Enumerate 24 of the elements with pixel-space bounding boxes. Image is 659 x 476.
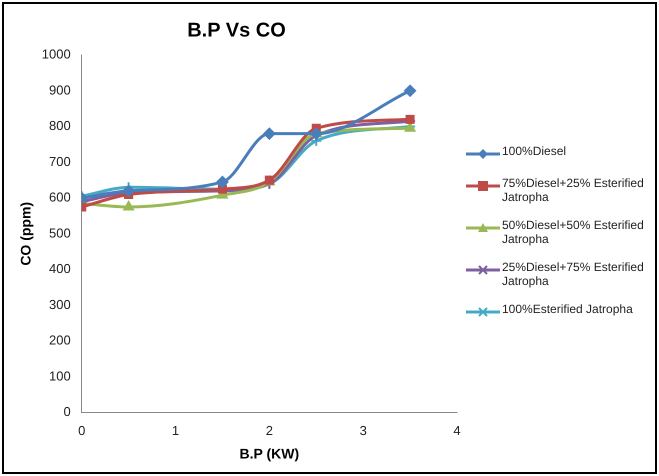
legend-label: 100%Diesel: [502, 144, 566, 158]
y-tick-label: 300: [49, 296, 71, 312]
y-tick-label: 400: [49, 261, 71, 276]
chart-title: B.P Vs CO: [187, 20, 286, 42]
legend-label: 50%Diesel+50% Esterified Jatropha: [502, 218, 645, 246]
y-tick-label: 800: [49, 118, 71, 134]
y-tick-label: 100: [49, 368, 71, 384]
y-tick-label: 200: [49, 332, 71, 348]
x-tick-label: 1: [172, 422, 180, 438]
legend-label: 75%Diesel+25% Esterified Jatropha: [502, 176, 645, 204]
legend-label: 100%Esterified Jatropha: [502, 302, 633, 316]
y-tick-label: 1000: [42, 46, 71, 62]
y-tick-label: 700: [49, 154, 71, 169]
x-tick-label: 2: [266, 422, 273, 438]
x-tick-label: 3: [360, 422, 367, 438]
y-axis-title: CO (ppm): [17, 202, 34, 266]
x-tick-label: 4: [453, 422, 461, 438]
legend-label: 25%Diesel+75% Esterified Jatropha: [502, 260, 645, 288]
x-axis-title: B.P (KW): [240, 445, 300, 462]
y-tick-label: 0: [63, 404, 71, 420]
y-tick-label: 500: [49, 225, 71, 240]
y-tick-label: 600: [49, 190, 71, 205]
y-tick-label: 900: [49, 82, 71, 98]
x-tick-label: 0: [78, 422, 86, 438]
